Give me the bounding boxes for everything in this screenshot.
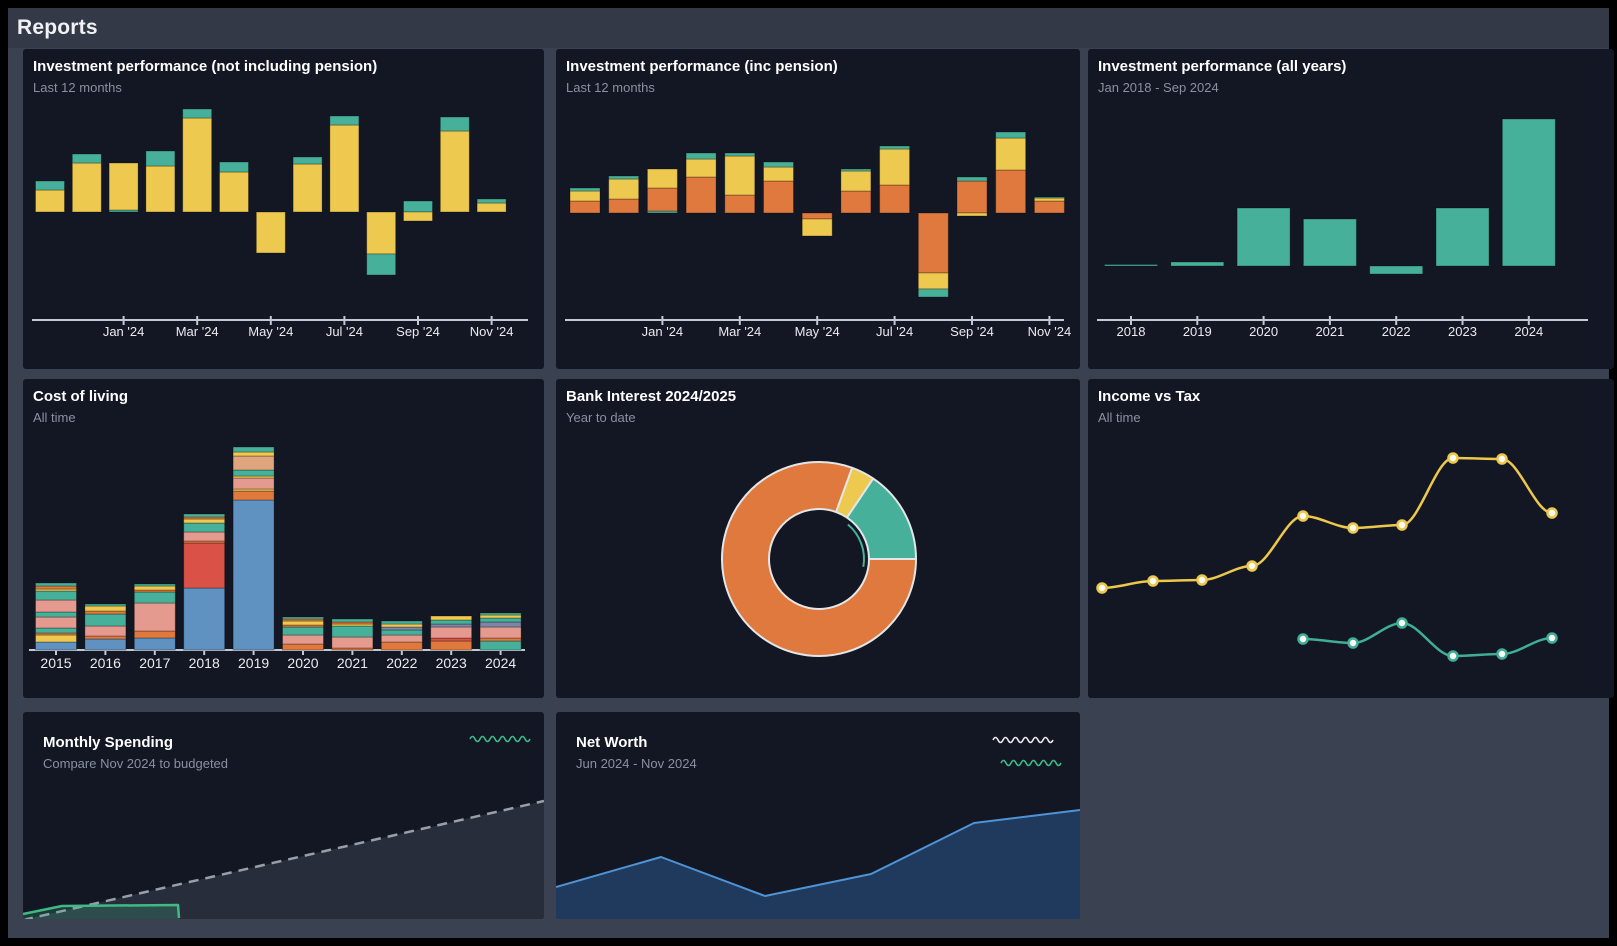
panel-title: Bank Interest 2024/2025 — [566, 388, 737, 405]
panel-subtitle: Jan 2018 - Sep 2024 — [1098, 80, 1219, 95]
investment-all-years-chart: 2018 2019 2020 2021 2022 2023 2024 — [1088, 49, 1614, 369]
svg-text:2020: 2020 — [1249, 324, 1278, 339]
panel-title: Investment performance (inc pension) — [566, 58, 838, 75]
svg-text:Mar '24: Mar '24 — [176, 324, 219, 339]
svg-text:Jan '24: Jan '24 — [103, 324, 145, 339]
svg-text:2015: 2015 — [40, 655, 71, 671]
svg-text:2018: 2018 — [189, 655, 220, 671]
panel-net-worth[interactable]: Net Worth Jun 2024 - Nov 2024 — [556, 712, 1080, 919]
monthly-spending-chart — [23, 712, 544, 919]
svg-text:2020: 2020 — [287, 655, 318, 671]
panel-title: Cost of living — [33, 388, 128, 405]
panel-income-vs-tax[interactable]: Income vs Tax All time — [1088, 379, 1614, 698]
svg-text:2019: 2019 — [1183, 324, 1212, 339]
svg-text:Mar '24: Mar '24 — [718, 324, 761, 339]
panel-title: Net Worth — [576, 734, 648, 751]
panel-subtitle: Jun 2024 - Nov 2024 — [576, 756, 697, 771]
investment-not-including-pension-chart: Jan '24 Mar '24 May '24 Jul '24 Sep '24 Nov '… — [23, 49, 544, 369]
page-title: Reports — [17, 16, 98, 39]
svg-text:2021: 2021 — [1315, 324, 1344, 339]
panel-monthly-spending[interactable]: Monthly Spending Compare Nov 2024 to bud… — [23, 712, 544, 919]
cost-of-living-chart: 2015 2016 2017 2018 2019 2020 2021 2022 2023 2024 — [23, 379, 544, 698]
svg-text:Jul '24: Jul '24 — [876, 324, 913, 339]
svg-text:Jul '24: Jul '24 — [326, 324, 363, 339]
sparkline-icon — [469, 735, 531, 743]
panel-title: Monthly Spending — [43, 734, 173, 751]
panel-subtitle: Compare Nov 2024 to budgeted — [43, 756, 229, 771]
svg-text:2023: 2023 — [436, 655, 467, 671]
svg-text:Nov '24: Nov '24 — [470, 324, 514, 339]
sparkline-icon — [1000, 759, 1062, 767]
svg-text:Sep '24: Sep '24 — [950, 324, 994, 339]
panel-subtitle: All time — [33, 410, 76, 425]
panel-bank-interest[interactable]: Bank Interest 2024/2025 Year to date — [556, 379, 1080, 698]
svg-text:Nov '24: Nov '24 — [1028, 324, 1072, 339]
svg-text:May '24: May '24 — [248, 324, 293, 339]
panel-title: Investment performance (all years) — [1098, 58, 1347, 75]
svg-text:2019: 2019 — [238, 655, 269, 671]
panel-investment-inc-pension[interactable]: Jan '24 Mar '24 May '24 Jul '24 Sep '24 Nov '… — [556, 49, 1080, 369]
panel-cost-of-living[interactable]: 2015 2016 2017 2018 2019 2020 2021 2022 2023 2024… — [23, 379, 544, 698]
svg-text:2024: 2024 — [485, 655, 516, 671]
panel-title: Investment performance (not including pe… — [33, 58, 378, 75]
investment-inc-pension-chart: Jan '24 Mar '24 May '24 Jul '24 Sep '24 Nov '… — [556, 49, 1080, 369]
panel-title: Income vs Tax — [1098, 388, 1201, 405]
page-background: Reports Jan '24 Mar '24 May '24 Jul '24 Sep … — [8, 8, 1614, 938]
panel-subtitle: All time — [1098, 410, 1141, 425]
app-header: Reports — [8, 8, 1609, 48]
sparkline-icon — [992, 736, 1054, 744]
income-vs-tax-chart — [1088, 379, 1614, 698]
svg-text:2017: 2017 — [139, 655, 170, 671]
svg-text:2016: 2016 — [90, 655, 121, 671]
svg-text:Sep '24: Sep '24 — [396, 324, 440, 339]
svg-text:2022: 2022 — [386, 655, 417, 671]
net-worth-chart — [556, 712, 1080, 919]
bank-interest-donut-chart — [556, 379, 1080, 698]
svg-text:2018: 2018 — [1117, 324, 1146, 339]
svg-text:2021: 2021 — [337, 655, 368, 671]
panel-subtitle: Year to date — [566, 410, 636, 425]
panel-investment-not-including-pension[interactable]: Jan '24 Mar '24 May '24 Jul '24 Sep '24 Nov '… — [23, 49, 544, 369]
panel-investment-all-years[interactable]: 2018 2019 2020 2021 2022 2023 2024 Investment … — [1088, 49, 1614, 369]
panel-subtitle: Last 12 months — [33, 80, 122, 95]
svg-text:2023: 2023 — [1448, 324, 1477, 339]
svg-text:May '24: May '24 — [795, 324, 840, 339]
svg-text:Jan '24: Jan '24 — [642, 324, 684, 339]
svg-text:2024: 2024 — [1514, 324, 1543, 339]
svg-text:2022: 2022 — [1382, 324, 1411, 339]
panel-subtitle: Last 12 months — [566, 80, 655, 95]
